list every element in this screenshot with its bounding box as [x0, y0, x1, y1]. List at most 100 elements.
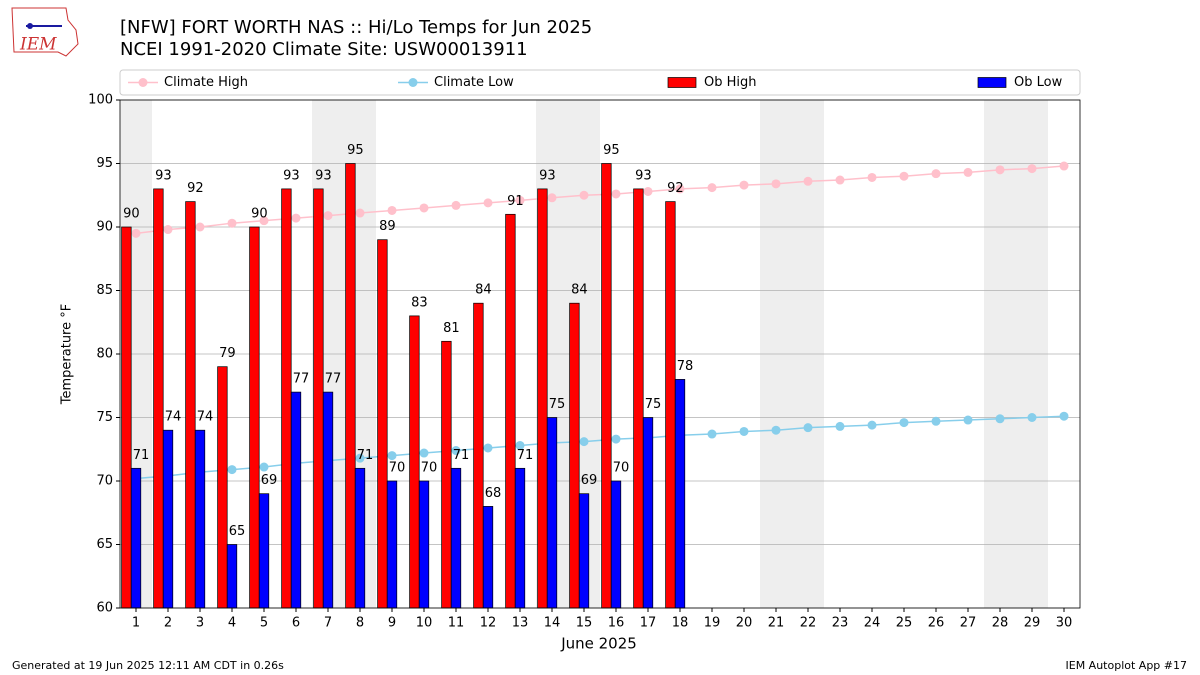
- point: [963, 167, 973, 177]
- bar: [290, 391, 302, 609]
- x-tick-label: 26: [928, 616, 945, 631]
- point: [995, 414, 1005, 424]
- point: [803, 176, 813, 186]
- value-label: 95: [603, 143, 620, 158]
- value-label: 74: [197, 410, 214, 425]
- legend-box: [119, 69, 1081, 96]
- value-label: 92: [667, 181, 684, 196]
- y-axis-label: Temperature °F: [60, 304, 75, 405]
- value-label: 93: [315, 168, 332, 183]
- y-tick-label: 100: [88, 93, 113, 108]
- value-label: 91: [507, 194, 524, 209]
- bar: [418, 480, 430, 609]
- value-label: 81: [443, 321, 460, 336]
- x-tick-label: 17: [640, 616, 657, 631]
- x-tick-label: 30: [1056, 616, 1073, 631]
- value-label: 90: [123, 207, 140, 222]
- x-tick-label: 27: [960, 616, 977, 631]
- point: [547, 193, 557, 203]
- x-tick-label: 20: [736, 616, 753, 631]
- x-tick-label: 14: [544, 616, 561, 631]
- y-tick-label: 70: [96, 474, 113, 489]
- value-label: 79: [219, 346, 236, 361]
- bar: [505, 213, 516, 609]
- bar: [642, 417, 654, 609]
- value-label: 89: [379, 219, 396, 234]
- point: [259, 462, 269, 472]
- bar: [354, 467, 366, 609]
- bar: [322, 391, 334, 609]
- point: [739, 426, 749, 436]
- point: [931, 169, 941, 179]
- bar: [482, 506, 494, 609]
- x-tick-label: 22: [800, 616, 817, 631]
- point: [899, 418, 909, 428]
- value-label: 70: [613, 461, 630, 476]
- bar: [473, 302, 484, 609]
- point: [355, 453, 365, 463]
- value-label: 69: [581, 473, 598, 488]
- point: [1059, 161, 1069, 171]
- bar: [633, 188, 644, 609]
- value-label: 71: [133, 448, 150, 463]
- x-tick-label: 18: [672, 616, 689, 631]
- point: [131, 228, 141, 238]
- x-tick-label: 28: [992, 616, 1009, 631]
- x-tick-label: 15: [576, 616, 593, 631]
- x-tick-label: 29: [1024, 616, 1041, 631]
- bar: [121, 226, 132, 609]
- point: [195, 222, 205, 232]
- point: [163, 225, 173, 235]
- value-label: 93: [155, 168, 172, 183]
- x-tick-label: 12: [480, 616, 497, 631]
- point: [771, 425, 781, 435]
- point: [227, 465, 237, 475]
- logo: IEM: [11, 7, 79, 57]
- x-tick-label: 2: [164, 616, 172, 631]
- point: [835, 175, 845, 185]
- x-tick-label: 19: [704, 616, 721, 631]
- point: [867, 420, 877, 430]
- value-label: 83: [411, 295, 428, 310]
- value-label: 77: [293, 372, 310, 387]
- legend-swatch: [667, 77, 697, 88]
- point: [835, 421, 845, 431]
- point: [675, 184, 685, 194]
- point: [323, 211, 333, 221]
- x-tick-label: 7: [324, 616, 332, 631]
- bar: [377, 239, 388, 609]
- bar: [226, 544, 238, 609]
- value-label: 84: [571, 283, 588, 298]
- x-tick-label: 21: [768, 616, 785, 631]
- value-label: 74: [165, 410, 182, 425]
- legend-label: Ob High: [704, 75, 757, 90]
- bar: [601, 163, 612, 609]
- x-tick-label: 11: [448, 616, 465, 631]
- point: [387, 451, 397, 461]
- point: [451, 200, 461, 210]
- legend-label: Climate High: [164, 75, 248, 90]
- point: [1027, 413, 1037, 422]
- bar: [537, 188, 548, 609]
- point: [707, 183, 717, 193]
- value-label: 69: [261, 473, 278, 488]
- legend-label: Ob Low: [1014, 75, 1063, 90]
- value-label: 92: [187, 181, 204, 196]
- value-label: 78: [677, 359, 694, 374]
- point: [611, 434, 621, 444]
- x-tick-label: 8: [356, 616, 364, 631]
- point: [483, 198, 493, 208]
- y-tick-label: 95: [96, 156, 113, 171]
- point: [419, 203, 429, 213]
- chart-title: [NFW] FORT WORTH NAS :: Hi/Lo Temps for …: [120, 17, 592, 38]
- point: [931, 416, 941, 426]
- bar: [610, 480, 622, 609]
- bar: [345, 163, 356, 609]
- point: [995, 165, 1005, 175]
- point: [611, 189, 621, 199]
- value-label: 70: [389, 461, 406, 476]
- footer-right: IEM Autoplot App #17: [1066, 659, 1188, 672]
- point: [579, 190, 589, 200]
- x-tick-label: 9: [388, 616, 396, 631]
